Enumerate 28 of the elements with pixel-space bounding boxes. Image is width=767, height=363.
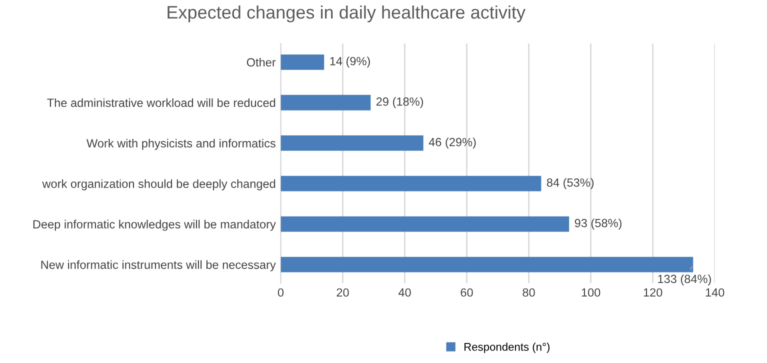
bar xyxy=(280,216,570,232)
data-label: 93 (58%) xyxy=(574,218,622,230)
bar xyxy=(280,54,324,70)
chart-title: Expected changes in daily healthcare activity xyxy=(168,5,526,22)
data-label: 84 (53%) xyxy=(546,178,594,190)
x-tick-label: 80 xyxy=(522,288,535,297)
y-tick-label: Work with physicists and informatics xyxy=(86,138,276,150)
data-label: 14 (9%) xyxy=(330,56,370,68)
bar xyxy=(280,256,694,272)
data-label: 133 (84%) xyxy=(658,274,711,286)
y-tick-label: The administrative workload will be reduced xyxy=(47,98,276,108)
bar xyxy=(280,135,424,151)
x-tick-label: 100 xyxy=(582,288,600,297)
x-tick-label: 0 xyxy=(278,288,284,297)
bar xyxy=(280,176,542,192)
y-tick-label: Other xyxy=(246,58,276,67)
data-label: 46 (29%) xyxy=(428,138,476,149)
y-tick-label: work organization should be deeply changed xyxy=(42,179,276,190)
x-tick-label: 120 xyxy=(644,288,662,297)
x-tick-label: 40 xyxy=(398,288,411,297)
x-tick-label: 140 xyxy=(706,288,724,297)
x-tick-label: 60 xyxy=(460,288,473,297)
bar xyxy=(280,94,371,110)
data-label: 29 (18%) xyxy=(376,97,424,108)
y-tick-label: New informatic instruments will be necessary xyxy=(41,260,276,272)
legend-label: Respondents (n°) xyxy=(464,342,550,353)
y-tick-label: Deep informatic knowledges will be mandatory xyxy=(33,220,276,231)
x-tick-label: 20 xyxy=(336,288,349,297)
